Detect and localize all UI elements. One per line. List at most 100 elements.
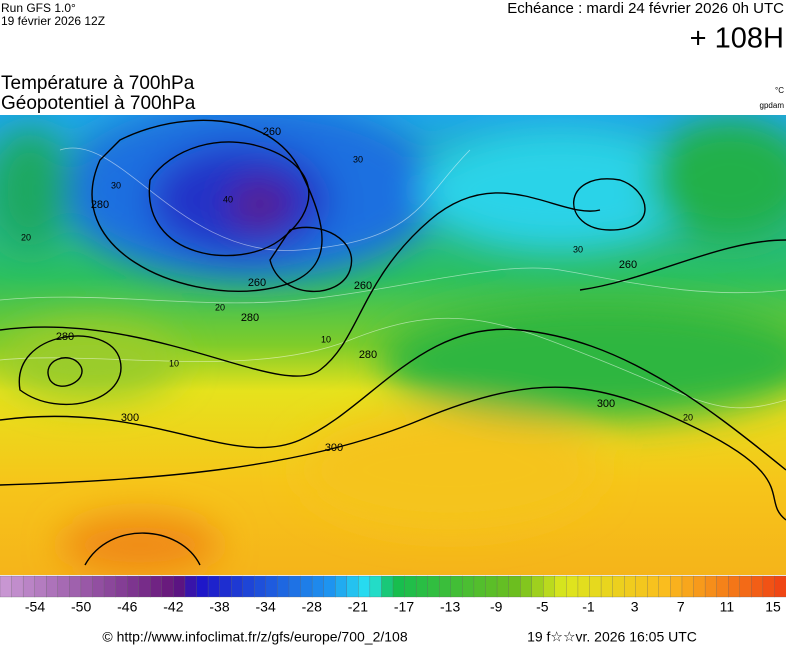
contour-label: 30 [353,154,363,164]
colorbar-label: -38 [209,599,229,615]
title-geopotential: Géopotentiel à 700hPa [1,93,196,114]
colorbar-swatch [624,575,637,598]
colorbar-swatch [566,575,579,598]
colorbar-swatch [300,575,313,598]
colorbar-swatch [254,575,267,598]
colorbar-swatch [600,575,614,598]
colorbar: -54 -50 -46 -42 -38 -34 -28 -21 -17 -13 -9 -5 -1 3 7 11… [0,575,786,615]
colorbar-swatch [658,575,671,598]
contour-label: 20 [683,412,693,422]
lead-time: + 108H [690,23,784,55]
colorbar-label: 11 [720,599,735,615]
colorbar-swatch [450,575,463,598]
colorbar-swatch [11,575,24,598]
map: 280 260 280 260 260 280 280 300 300 300 260 30 30 40 2… [0,115,786,575]
colorbar-swatch [635,575,648,598]
colorbar-swatch [762,575,775,598]
geopotential-contours [0,119,786,566]
contour-label: 280 [241,312,259,324]
colorbar-swatch [103,575,117,598]
colorbar-label: -9 [490,599,503,615]
colorbar-swatch [473,575,486,598]
colorbar-label: -50 [71,599,91,615]
colorbar-label: 7 [677,599,685,615]
contour-label: 260 [354,280,372,292]
colorbar-swatch [404,575,417,598]
contour-label: 300 [597,398,615,410]
colorbar-label: -34 [256,599,276,615]
unit-temperature: °C [775,86,784,95]
colorbar-swatch [543,575,556,598]
footer-url: © http://www.infoclimat.fr/z/gfs/europe/… [102,629,407,645]
colorbar-swatch [369,575,382,598]
colorbar-swatch [161,575,174,598]
colorbar-swatch [184,575,197,598]
contour-label: 300 [121,412,139,424]
colorbar-swatch [704,575,718,598]
colorbar-swatch [519,575,533,598]
contour-label: 10 [321,334,331,344]
colorbar-label: -42 [163,599,183,615]
colorbar-swatch [0,575,13,598]
colorbar-swatch [150,575,163,598]
colorbar-swatch [115,575,128,598]
colorbar-swatch [728,575,741,598]
footer-stamp: 19 f☆☆vr. 2026 16:05 UTC [527,629,697,645]
colorbar-label: -13 [440,599,460,615]
contour-label: 30 [573,244,583,254]
colorbar-swatch [323,575,336,598]
contour-label: 20 [215,302,225,312]
colorbar-swatch [335,575,348,598]
colorbar-swatch [46,575,59,598]
colorbar-swatch [739,575,752,598]
colorbar-swatch [173,575,186,598]
colorbar-swatch [508,575,521,598]
colorbar-swatch [57,575,70,598]
colorbar-swatch [589,575,602,598]
colorbar-swatch [231,575,244,598]
colorbar-swatch [92,575,105,598]
colorbar-swatch [196,575,209,598]
colorbar-swatch [647,575,660,598]
colorbar-label: -21 [348,599,368,615]
colorbar-label: 15 [765,599,781,615]
contour-label: 40 [223,194,233,204]
colorbar-swatch [311,575,325,598]
valid-time: Echéance : mardi 24 février 2026 0h UTC [507,0,784,17]
colorbar-label: -5 [536,599,549,615]
colorbar-swatch [462,575,475,598]
colorbar-swatch [716,575,729,598]
colorbar-swatch [415,575,429,598]
colorbar-label: -54 [25,599,45,615]
colorbar-label: 3 [631,599,639,615]
title-temperature: Température à 700hPa [1,73,195,94]
colorbar-swatch [751,575,764,598]
colorbar-swatch [138,575,151,598]
colorbar-swatch [670,575,683,598]
colorbar-swatch [485,575,498,598]
colorbar-label: -28 [302,599,322,615]
colorbar-swatch [265,575,278,598]
contour-label: 30 [111,180,121,190]
colorbar-swatch [207,575,221,598]
colorbar-swatch [681,575,694,598]
colorbar-swatch [439,575,452,598]
unit-geopotential: gpdam [760,101,785,110]
contour-label: 300 [325,442,343,454]
colorbar-swatch [358,575,371,598]
run-label: Run GFS 1.0° [1,1,76,15]
colorbar-swatch [22,575,36,598]
colorbar-swatch [392,575,406,598]
contour-label: 280 [91,199,109,211]
colorbar-swatch [774,575,786,598]
contour-label-layer: 280 260 280 260 260 280 280 300 300 300 260 30 30 40 2… [21,126,693,454]
contour-label: 280 [56,331,74,343]
contour-label: 20 [21,232,31,242]
colorbar-swatch [219,575,232,598]
colorbar-swatch [126,575,140,598]
contour-label: 280 [359,349,377,361]
colorbar-swatch [554,575,567,598]
colorbar-label: -17 [394,599,414,615]
colorbar-swatch [242,575,255,598]
